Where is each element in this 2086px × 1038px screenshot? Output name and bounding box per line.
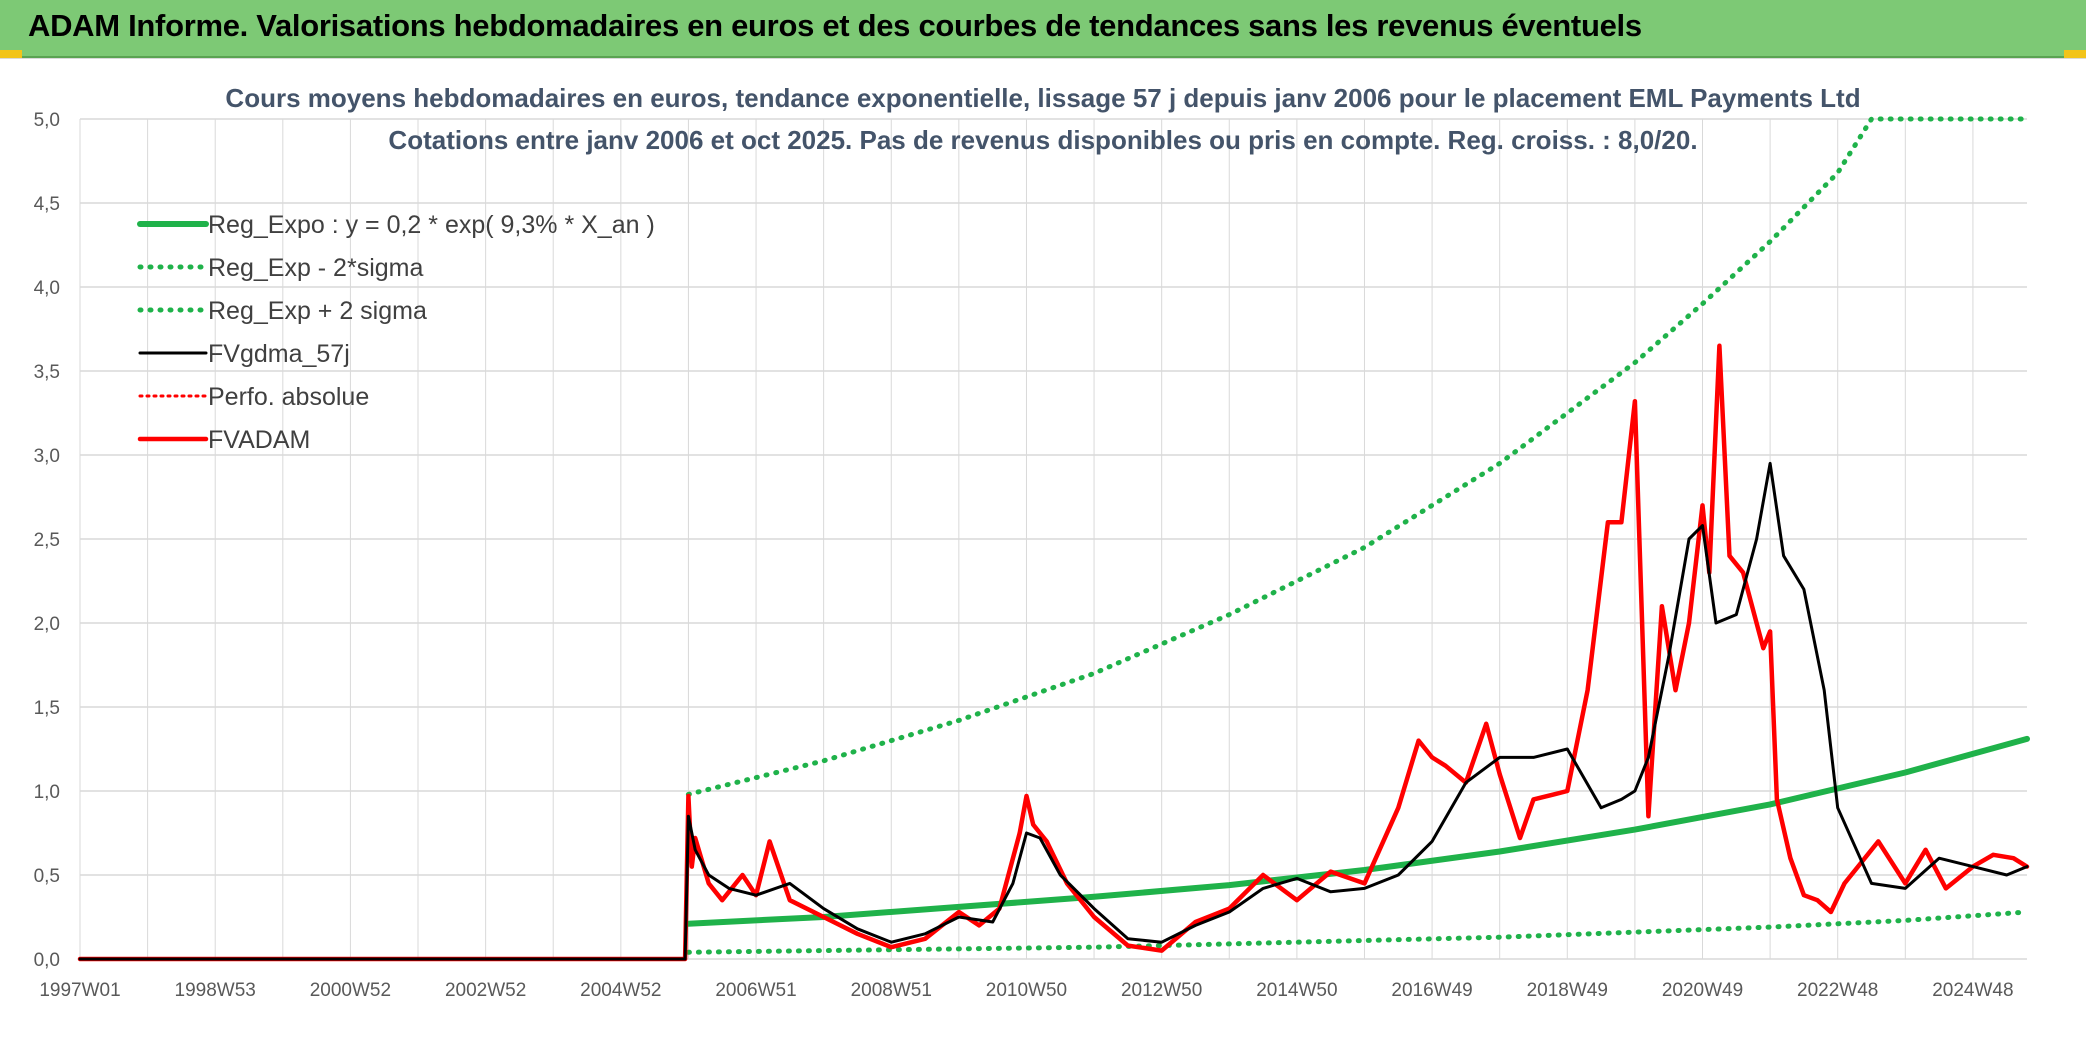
x-tick-label: 2012W50 [1121, 980, 1202, 1001]
x-tick-label: 2004W52 [580, 980, 661, 1001]
legend-label: Reg_Expo : y = 0,2 * exp( 9,3% * X_an ) [208, 211, 655, 239]
series-line [685, 735, 2030, 927]
y-tick-label: 1,0 [34, 782, 60, 803]
y-tick-label: 2,0 [34, 614, 60, 635]
x-tick-label: 2014W50 [1256, 980, 1337, 1001]
y-tick-label: 1,5 [34, 698, 60, 719]
report-title: ADAM Informe. Valorisations hebdomadaire… [28, 8, 1642, 43]
y-tick-label: 3,5 [34, 362, 60, 383]
x-tick-label: 2000W52 [310, 980, 391, 1001]
x-tick-label: 1997W01 [39, 980, 120, 1001]
chart-title: Cours moyens hebdomadaires en euros, ten… [225, 83, 1860, 113]
report-banner: ADAM Informe. Valorisations hebdomadaire… [0, 0, 2086, 58]
x-tick-label: 2018W49 [1527, 980, 1608, 1001]
x-tick-label: 2024W48 [1932, 980, 2013, 1001]
x-tick-label: 2020W49 [1662, 980, 1743, 1001]
y-tick-label: 4,5 [34, 194, 60, 215]
x-tick-label: 2016W49 [1391, 980, 1472, 1001]
y-tick-label: 4,0 [34, 278, 60, 299]
y-axis-ticks: 0,0 0,5 1,0 1,5 2,0 2,5 3,0 3,5 4,0 4,5 5,0 [34, 110, 60, 971]
y-tick-label: 0,0 [34, 950, 60, 971]
series-line [685, 116, 2030, 797]
y-tick-label: 0,5 [34, 866, 60, 887]
series-line [78, 461, 2029, 961]
x-tick-label: 2006W51 [715, 980, 796, 1001]
corner-accent-right [2064, 50, 2086, 59]
series-line [77, 343, 2030, 962]
chart-svg: 0,0 0,5 1,0 1,5 2,0 2,5 3,0 3,5 4,0 4,5 5,0 1997W0… [34, 83, 2030, 1001]
x-tick-label: 2022W48 [1797, 980, 1878, 1001]
x-tick-label: 2010W50 [986, 980, 1067, 1001]
chart-series [77, 116, 2030, 962]
x-tick-label: 2002W52 [445, 980, 526, 1001]
legend-label: FVgdma_57j [208, 340, 350, 368]
y-tick-label: 2,5 [34, 530, 60, 551]
legend-label: FVADAM [208, 426, 310, 454]
chart-legend: Reg_Expo : y = 0,2 * exp( 9,3% * X_an ) R… [137, 211, 655, 454]
corner-accent-left [0, 50, 22, 59]
chart-subtitle: Cotations entre janv 2006 et oct 2025. P… [388, 125, 1697, 155]
chart-grid [79, 118, 2027, 960]
legend-label: Perfo. absolue [208, 383, 369, 411]
x-tick-label: 2008W51 [851, 980, 932, 1001]
chart-area: 0,0 0,5 1,0 1,5 2,0 2,5 3,0 3,5 4,0 4,5 5,0 1997W0… [0, 58, 2086, 1038]
legend-label: Reg_Exp - 2*sigma [208, 254, 423, 282]
y-tick-label: 3,0 [34, 446, 60, 467]
x-tick-label: 1998W53 [175, 980, 256, 1001]
y-tick-label: 5,0 [34, 110, 60, 131]
legend-label: Reg_Exp + 2 sigma [208, 297, 427, 325]
x-axis-ticks: 1997W01 1998W53 2000W52 2002W52 2004W52 2006W… [39, 980, 2013, 1001]
